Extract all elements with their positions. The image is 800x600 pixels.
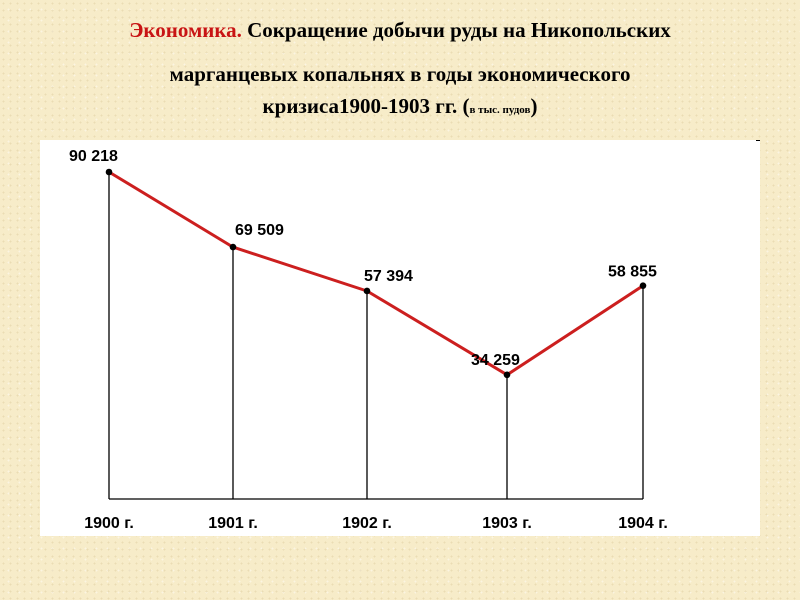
title-unit: в тыс. пудов (469, 104, 531, 116)
title-line-1: Экономика. Сокращение добычи руды на Ник… (0, 14, 800, 46)
data-point (639, 282, 647, 289)
data-points (105, 168, 647, 379)
title-close: ) (530, 94, 538, 118)
x-tick-label: 1901 г. (208, 515, 258, 532)
chart-title: Экономика. Сокращение добычи руды на Ник… (0, 14, 800, 126)
value-label: 57 394 (364, 268, 413, 285)
title-line-3: кризиса1900-1903 гг. (в тыс. пудов) (0, 90, 800, 126)
chart-panel: 90 218 69 509 57 394 34 259 58 855 1900 г. 19… (40, 140, 760, 536)
data-point (503, 371, 511, 379)
x-tick-label: 1903 г. (482, 515, 532, 532)
x-tick-label: 1902 г. (342, 515, 392, 532)
corner-mark (756, 140, 760, 141)
title-accent: Экономика. (129, 18, 242, 42)
data-point (105, 168, 113, 176)
x-tick-label: 1904 г. (618, 515, 668, 532)
data-point (363, 287, 371, 295)
value-labels: 90 218 69 509 57 394 34 259 58 855 (69, 148, 657, 369)
x-tick-label: 1900 г. (84, 515, 134, 532)
value-label: 69 509 (235, 222, 284, 239)
value-label: 58 855 (608, 264, 657, 281)
drop-lines (108, 172, 644, 499)
title-line-3-text: кризиса1900-1903 гг. ( (262, 94, 470, 118)
value-label: 90 218 (69, 148, 118, 165)
title-line-2: марганцевых копальнях в годы экономическ… (169, 62, 631, 86)
x-tick-labels: 1900 г. 1901 г. 1902 г. 1903 г. 1904 г. (84, 515, 668, 532)
data-point (229, 243, 237, 251)
title-line-1-text: Сокращение добычи руды на Никопольских (241, 18, 671, 42)
value-label: 34 259 (471, 352, 520, 369)
